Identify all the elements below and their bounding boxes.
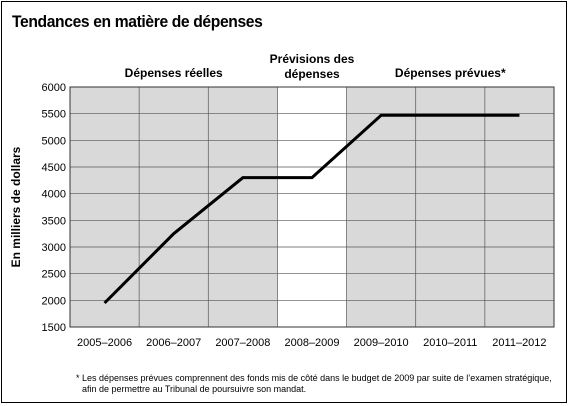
y-tick-label: 3000 — [42, 242, 66, 254]
x-tick-label: 2008–2009 — [284, 337, 339, 349]
region-shade-0 — [70, 87, 278, 327]
chart-title: Tendances en matière de dépenses — [12, 12, 263, 31]
y-tick-label: 1500 — [42, 322, 66, 334]
region-label-1-line-2: dépenses — [284, 67, 340, 81]
footnote-line-2: afin de permettre au Tribunal de poursui… — [82, 384, 307, 394]
y-tick-label: 5000 — [42, 135, 66, 147]
x-tick-label: 2005–2006 — [77, 337, 132, 349]
y-tick-label: 6000 — [42, 82, 66, 94]
x-tick-label: 2010–2011 — [423, 337, 477, 349]
footnote-line-1: * Les dépenses prévues comprennent des f… — [76, 373, 552, 383]
footnote: * Les dépenses prévues comprennent des f… — [76, 373, 562, 395]
region-label-2: Dépenses prévues* — [395, 66, 506, 80]
y-tick-label: 3500 — [42, 215, 66, 227]
region-shade-2 — [346, 87, 554, 327]
x-tick-label: 2009–2010 — [354, 337, 409, 349]
y-tick-label: 5500 — [42, 109, 66, 121]
y-tick-label: 4000 — [42, 189, 66, 201]
y-axis-label: En milliers de dollars — [9, 146, 23, 267]
region-label-1-line-1: Prévisions des — [270, 52, 355, 66]
region-label-0: Dépenses réelles — [125, 66, 223, 80]
y-tick-label: 2000 — [42, 295, 66, 307]
x-tick-label: 2007–2008 — [215, 337, 270, 349]
x-tick-label: 2011–2012 — [492, 337, 546, 349]
y-tick-label: 4500 — [42, 162, 66, 174]
plot-border — [69, 86, 555, 328]
y-tick-label: 2500 — [42, 269, 66, 281]
x-tick-label: 2006–2007 — [146, 337, 201, 349]
